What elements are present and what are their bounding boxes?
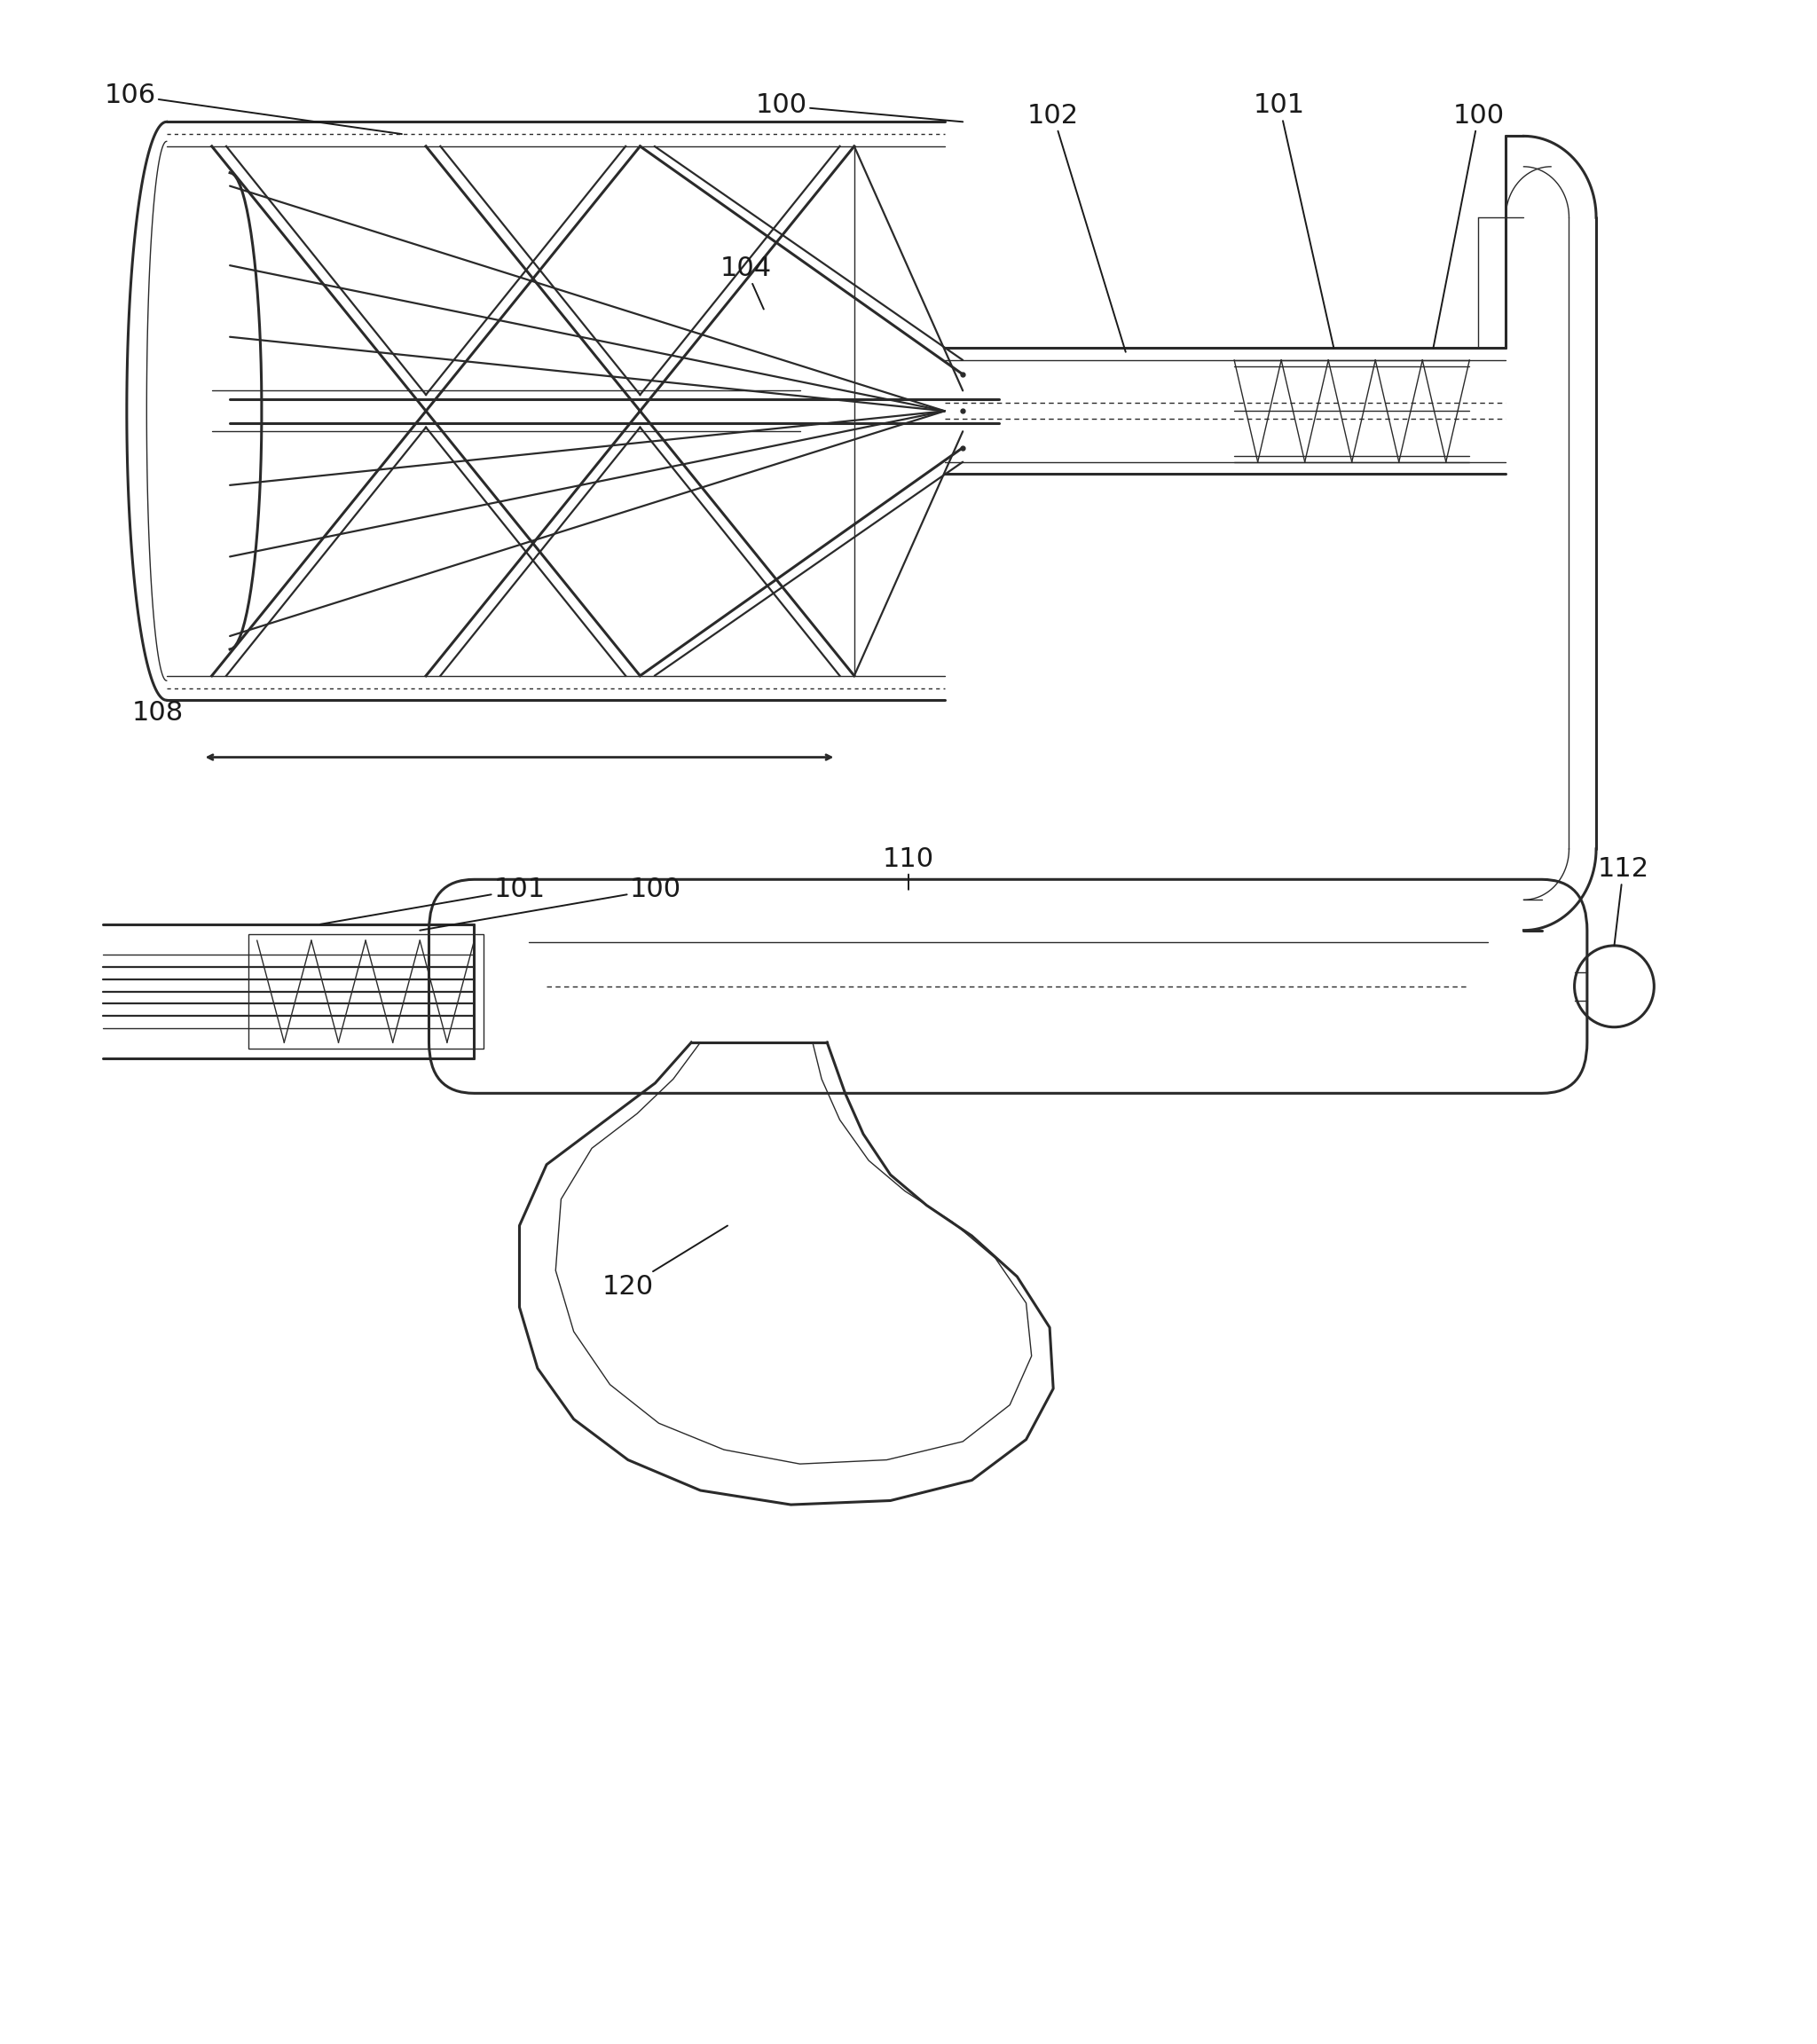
- Text: 100: 100: [756, 92, 963, 123]
- Text: 102: 102: [1027, 102, 1127, 352]
- Text: 104: 104: [720, 256, 772, 309]
- Text: 101: 101: [320, 877, 545, 924]
- Text: 108: 108: [131, 701, 184, 726]
- Text: 110: 110: [883, 846, 934, 889]
- Text: 112: 112: [1597, 856, 1650, 946]
- Text: 100: 100: [420, 877, 681, 930]
- Text: 101: 101: [1254, 92, 1334, 347]
- Text: 120: 120: [601, 1226, 727, 1300]
- Text: 106: 106: [105, 82, 402, 135]
- Bar: [247, 934, 483, 1049]
- Text: 100: 100: [1434, 102, 1504, 347]
